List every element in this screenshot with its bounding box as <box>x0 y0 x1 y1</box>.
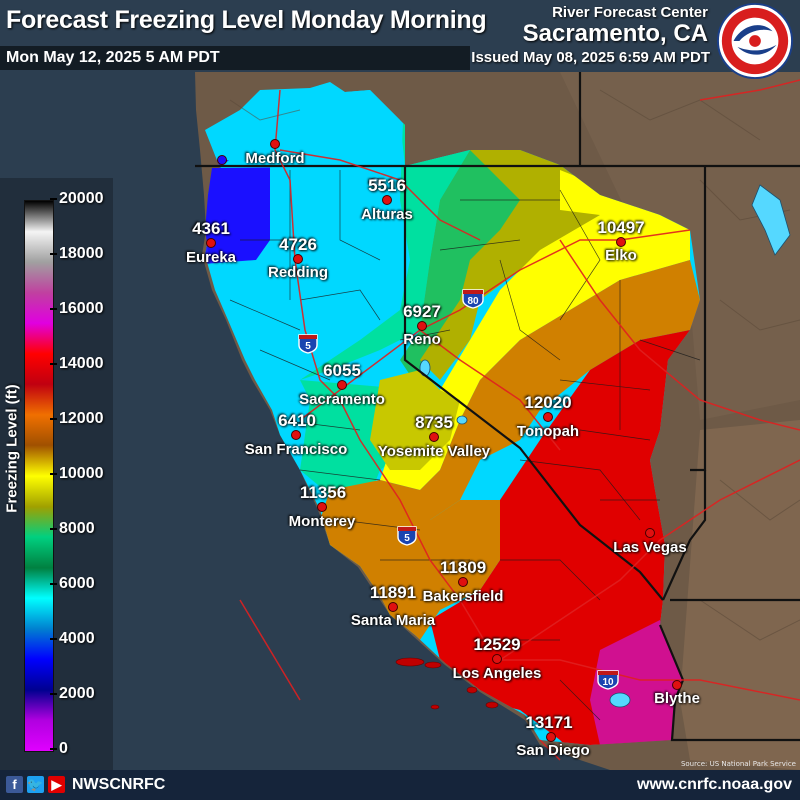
interstate-80-shield: 80 <box>462 289 484 309</box>
svg-text:5: 5 <box>305 341 311 352</box>
svg-text:10: 10 <box>602 677 614 688</box>
alturas-marker <box>382 195 392 205</box>
svg-text:5: 5 <box>404 533 410 544</box>
monterey-marker <box>317 502 327 512</box>
reno-marker <box>417 321 427 331</box>
value-elko: 10497 <box>597 218 645 237</box>
social-handle[interactable]: NWSCNRFC <box>72 776 166 793</box>
legend-tick: 18000 <box>50 245 108 263</box>
legend-tick: 14000 <box>50 355 108 373</box>
legend-tick: 10000 <box>50 465 108 483</box>
city-alturas: Alturas <box>361 206 413 223</box>
city-reno: Reno <box>403 331 441 348</box>
value-santa-maria: 11891 <box>369 583 417 602</box>
city-san-diego: San Diego <box>516 742 590 759</box>
value-san-francisco: 6410 <box>278 411 316 430</box>
legend-title: Freezing Level (ft) <box>3 384 21 513</box>
value-san-diego: 13171 <box>525 713 573 732</box>
legend-tick: 2000 <box>50 685 108 703</box>
legend-tick: 8000 <box>50 520 108 538</box>
legend-tick: 16000 <box>50 300 108 318</box>
value-tonopah: 12020 <box>524 393 572 412</box>
legend-tick: 20000 <box>50 190 108 208</box>
bakersfield-marker <box>458 577 468 587</box>
value-sacramento: 6055 <box>323 361 361 380</box>
city-las-vegas: Las Vegas <box>613 539 687 556</box>
facebook-icon[interactable]: f <box>6 776 23 793</box>
city-san-francisco: San Francisco <box>244 441 348 458</box>
legend: 20000 18000 16000 14000 12000 10000 8000 6000 40… <box>0 178 113 770</box>
website-link[interactable]: www.cnrfc.noaa.gov <box>637 776 792 793</box>
legend-tick: 4000 <box>50 630 108 648</box>
twitter-icon[interactable]: 🐦 <box>27 776 44 793</box>
city-monterey: Monterey <box>288 513 356 530</box>
las-vegas-marker <box>645 528 655 538</box>
source-credit: Source: US National Park Service <box>680 760 796 768</box>
city-los-angeles: Los Angeles <box>452 665 542 682</box>
value-bakersfield: 11809 <box>439 558 487 577</box>
youtube-icon[interactable]: ▶ <box>48 776 65 793</box>
legend-tick: 0 <box>50 740 108 758</box>
city-tonopah: Tonopah <box>516 423 580 440</box>
city-blythe: Blythe <box>654 690 700 707</box>
san-diego-marker <box>546 732 556 742</box>
city-medford: Medford <box>245 150 305 167</box>
value-alturas: 5516 <box>368 176 406 195</box>
yosemite-marker <box>429 432 439 442</box>
city-sacramento: Sacramento <box>299 391 385 408</box>
santa-maria-marker <box>388 602 398 612</box>
tonopah-marker <box>543 412 553 422</box>
footer: f 🐦 ▶ NWSCNRFC www.cnrfc.noaa.gov <box>0 770 800 800</box>
interstate-10-shield: 10 <box>597 670 619 690</box>
interstate-5-south-shield: 5 <box>397 526 417 546</box>
city-eureka: Eureka <box>185 249 237 266</box>
city-redding: Redding <box>268 264 328 281</box>
value-yosemite: 8735 <box>415 413 453 432</box>
svg-text:80: 80 <box>467 296 479 307</box>
eureka-marker <box>206 238 216 248</box>
value-monterey: 11356 <box>299 483 347 502</box>
medford-marker <box>270 139 280 149</box>
redding-marker <box>293 254 303 264</box>
value-reno: 6927 <box>403 302 441 321</box>
city-elko: Elko <box>605 247 637 264</box>
elko-marker <box>616 237 626 247</box>
medford-area-marker <box>217 155 227 165</box>
value-eureka: 4361 <box>192 219 230 238</box>
legend-tick: 6000 <box>50 575 108 593</box>
san-francisco-marker <box>291 430 301 440</box>
city-yosemite-valley: Yosemite Valley <box>377 443 491 460</box>
city-santa-maria: Santa Maria <box>350 612 436 629</box>
legend-colorbar <box>24 200 54 752</box>
value-redding: 4726 <box>279 235 317 254</box>
legend-tick: 12000 <box>50 410 108 428</box>
sacramento-marker <box>337 380 347 390</box>
los-angeles-marker <box>492 654 502 664</box>
city-bakersfield: Bakersfield <box>422 588 504 605</box>
blythe-marker <box>672 680 682 690</box>
interstate-5-shield: 5 <box>298 334 318 354</box>
value-los-angeles: 12529 <box>473 635 521 654</box>
